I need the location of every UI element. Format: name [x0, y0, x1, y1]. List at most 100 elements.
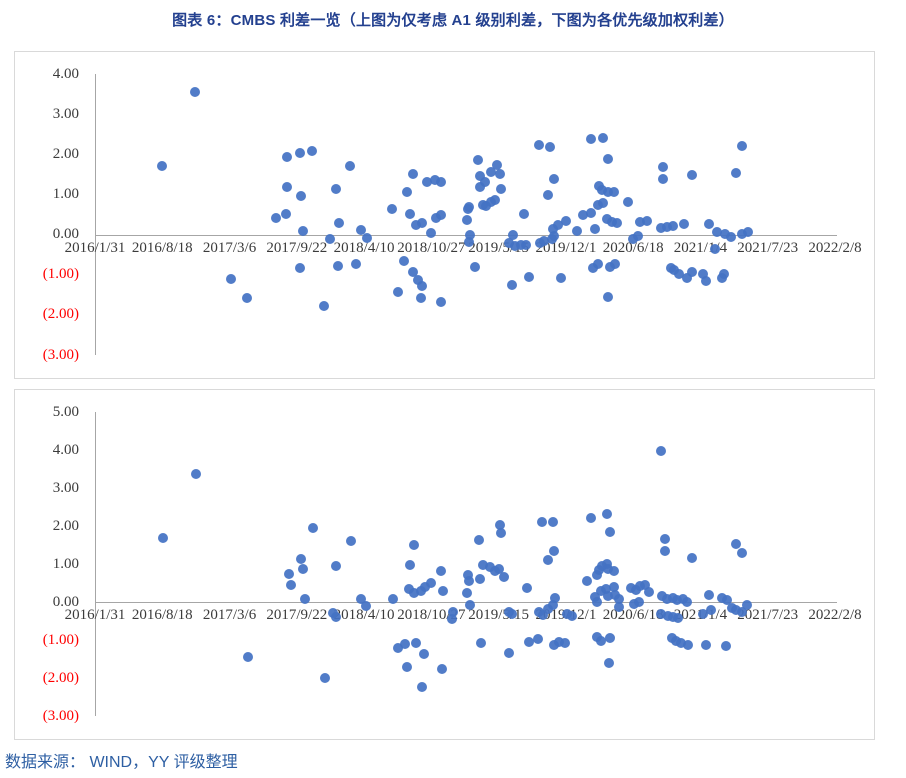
data-point	[299, 593, 310, 604]
data-point	[298, 564, 309, 575]
data-point	[673, 612, 684, 623]
data-point	[703, 589, 714, 600]
data-point	[721, 641, 731, 652]
data-point	[730, 167, 741, 178]
data-point	[418, 649, 429, 660]
data-point	[465, 599, 476, 610]
x-tick-label: 2020/6/18	[602, 607, 664, 623]
data-point	[282, 182, 293, 193]
data-point	[351, 259, 362, 270]
y-tick-label: 1.00	[52, 185, 79, 202]
data-point	[399, 256, 410, 267]
data-point	[191, 468, 202, 479]
y-tick-label: (2.00)	[42, 669, 79, 686]
data-point	[429, 175, 440, 186]
data-point	[474, 535, 484, 546]
data-point	[591, 570, 602, 581]
y-axis-line	[95, 74, 96, 355]
x-tick-label: 2017/9/22	[266, 607, 328, 623]
data-point	[537, 609, 548, 620]
data-point	[671, 595, 682, 606]
data-point	[282, 151, 293, 162]
data-point	[582, 576, 593, 587]
y-tick-label: 4.00	[52, 441, 79, 458]
data-point	[552, 220, 563, 231]
page-title: 图表 6：CMBS 利差一览（上图为仅考虑 A1 级别利差，下图为各优先级加权利…	[172, 12, 734, 29]
data-point	[548, 230, 559, 241]
data-point	[662, 594, 673, 605]
y-tick-label: (2.00)	[42, 306, 79, 323]
data-point	[416, 292, 427, 303]
data-point	[401, 661, 412, 672]
data-point	[556, 273, 567, 284]
data-point	[603, 186, 614, 197]
data-point	[294, 148, 305, 159]
data-point	[585, 134, 596, 145]
x-tick-label: 2016/8/18	[131, 239, 193, 256]
data-point	[448, 606, 459, 617]
data-point	[476, 638, 487, 649]
data-point	[609, 566, 620, 577]
data-point	[470, 261, 481, 272]
y-tick-label: (3.00)	[42, 707, 79, 724]
data-point	[503, 648, 514, 659]
x-tick-label: 2016/1/31	[64, 239, 126, 256]
data-point	[464, 201, 475, 212]
data-point	[632, 230, 643, 241]
data-point	[295, 191, 306, 202]
data-point	[598, 197, 609, 208]
data-point	[477, 560, 488, 571]
data-point	[547, 224, 558, 235]
data-point	[242, 651, 253, 662]
data-point	[346, 536, 357, 547]
data-point	[494, 519, 505, 530]
data-point	[344, 161, 355, 172]
data-point	[655, 446, 666, 457]
data-point	[438, 585, 449, 596]
data-point	[496, 183, 507, 194]
data-point	[392, 287, 403, 298]
data-point	[614, 594, 625, 605]
y-tick-label: (1.00)	[42, 631, 79, 648]
data-point	[593, 259, 604, 270]
data-point	[331, 612, 342, 623]
data-point	[462, 570, 473, 581]
data-point	[419, 582, 430, 593]
data-point	[542, 603, 553, 614]
x-tick-label: 2016/8/18	[131, 607, 193, 623]
source-note: 数据来源： WIND，YY 评级整理	[5, 754, 238, 771]
data-point	[603, 291, 614, 302]
data-point	[331, 560, 342, 571]
data-point	[509, 240, 520, 251]
y-tick-label: 2.00	[52, 517, 79, 534]
data-point	[601, 509, 612, 520]
data-point	[536, 517, 547, 528]
x-tick-label: 2017/3/6	[202, 239, 257, 256]
data-point	[331, 183, 342, 194]
data-point	[435, 176, 446, 187]
data-point	[412, 274, 423, 285]
data-point	[486, 166, 497, 177]
data-point	[604, 658, 615, 669]
data-point	[539, 236, 550, 247]
data-point	[609, 187, 620, 198]
data-point	[332, 260, 343, 271]
data-point	[435, 210, 446, 221]
data-point	[681, 272, 692, 283]
data-point	[703, 218, 714, 229]
y-tick-label: 1.00	[52, 555, 79, 572]
data-point	[639, 579, 650, 590]
data-point	[642, 216, 653, 227]
y-tick-label: 2.00	[52, 145, 79, 162]
x-tick-label: 2018/4/10	[333, 607, 395, 623]
data-point	[718, 269, 729, 280]
data-point	[668, 221, 679, 232]
y-axis-line	[95, 412, 96, 716]
data-point	[306, 146, 317, 157]
data-point	[465, 230, 476, 241]
x-tick-label: 2021/7/23	[737, 239, 799, 256]
data-point	[572, 226, 583, 237]
data-point	[706, 604, 717, 615]
data-point	[697, 608, 708, 619]
y-tick-label: (1.00)	[42, 266, 79, 283]
